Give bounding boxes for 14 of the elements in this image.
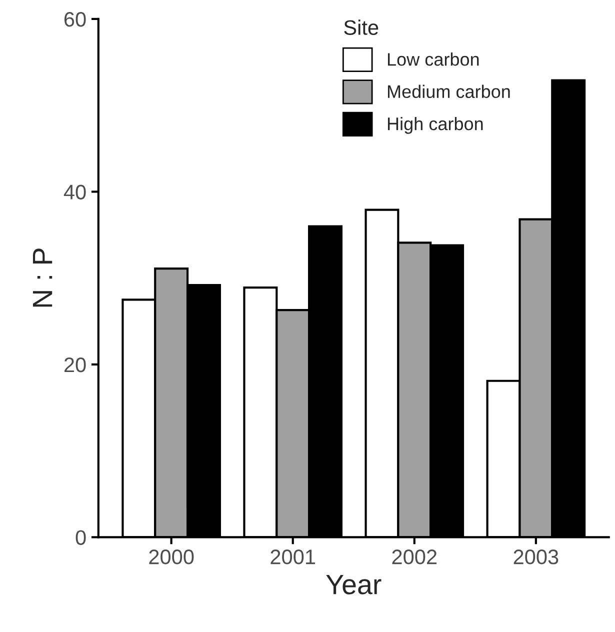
legend-label: Low carbon [388, 52, 479, 66]
y-tick-label: 0 [76, 530, 86, 545]
legend-label: High carbon [388, 117, 483, 134]
x-axis-title: Year [326, 575, 382, 594]
y-tick-label: 20 [64, 357, 86, 372]
y-axis-title: N : P [32, 248, 52, 307]
legend-label: Medium carbon [388, 84, 510, 98]
y-tick-label: 40 [64, 184, 86, 200]
x-tick-label: 2003 [514, 550, 558, 564]
legend-title: Site [344, 20, 378, 35]
x-tick-label: 2001 [270, 550, 316, 564]
y-tick-label: 60 [64, 12, 86, 27]
x-tick-label: 2000 [149, 550, 194, 564]
x-tick-label: 2002 [392, 550, 437, 564]
